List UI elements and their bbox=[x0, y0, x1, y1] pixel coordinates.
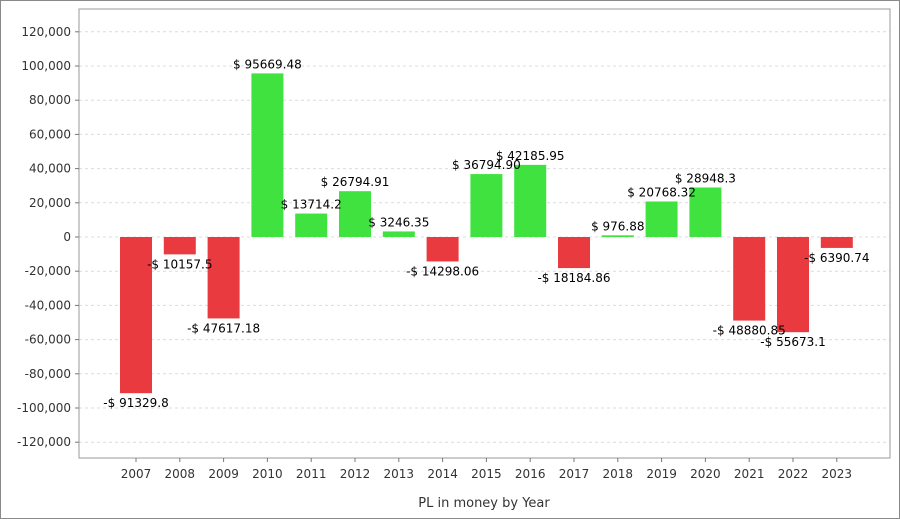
axes bbox=[75, 8, 891, 462]
x-tick-label: 2011 bbox=[296, 467, 327, 481]
data-label-2021: -$ 48880.85 bbox=[713, 324, 786, 338]
plot-area-border bbox=[78, 8, 891, 459]
y-tick-label: -40,000 bbox=[25, 298, 71, 312]
data-label-2014: -$ 14298.06 bbox=[406, 264, 479, 278]
data-labels: -$ 91329.8 -$ 10157.5 -$ 47617.18 $ 95669.4… bbox=[103, 57, 869, 410]
bar-2021 bbox=[733, 237, 766, 321]
data-label-2012: $ 26794.91 bbox=[321, 175, 390, 189]
y-tick-label: 100,000 bbox=[21, 59, 71, 73]
gridlines bbox=[79, 31, 890, 443]
data-label-2023: -$ 6390.74 bbox=[804, 251, 869, 265]
bar-2023 bbox=[820, 237, 853, 248]
bar-2020 bbox=[689, 187, 722, 237]
x-tick-label: 2017 bbox=[559, 467, 590, 481]
bar-2013 bbox=[382, 231, 415, 237]
y-tick-label: 60,000 bbox=[29, 127, 71, 141]
data-label-2022: -$ 55673.1 bbox=[760, 335, 825, 349]
x-tick-label: 2008 bbox=[165, 467, 196, 481]
data-label-2008: -$ 10157.5 bbox=[147, 257, 212, 271]
x-tick-label: 2022 bbox=[778, 467, 809, 481]
bar-2015 bbox=[470, 174, 503, 237]
y-tick-label: 0 bbox=[63, 230, 71, 244]
bar-2011 bbox=[295, 213, 328, 237]
bar-2017 bbox=[558, 237, 590, 269]
data-label-2009: -$ 47617.18 bbox=[187, 321, 260, 335]
y-tick-label: 40,000 bbox=[29, 162, 71, 176]
data-label-2015: $ 36794.90 bbox=[452, 158, 521, 172]
y-tick-label: -20,000 bbox=[25, 264, 71, 278]
data-label-2011: $ 13714.2 bbox=[281, 198, 342, 212]
data-label-2018: $ 976.88 bbox=[591, 219, 644, 233]
y-tick-label: -60,000 bbox=[25, 333, 71, 347]
y-tick-label: 20,000 bbox=[29, 196, 71, 210]
x-axis-title: PL in money by Year bbox=[418, 496, 550, 511]
bar-2012 bbox=[339, 191, 371, 237]
y-tick-labels: 120,000 100,000 80,000 60,000 40,000 20,000 0 -… bbox=[17, 25, 71, 449]
x-tick-label: 2007 bbox=[121, 467, 152, 481]
y-tick-label: -100,000 bbox=[17, 401, 71, 415]
x-tick-label: 2016 bbox=[515, 467, 546, 481]
data-label-2020: $ 28948.3 bbox=[675, 171, 736, 185]
data-label-2010: $ 95669.48 bbox=[233, 57, 302, 71]
x-tick-label: 2012 bbox=[340, 467, 371, 481]
data-label-2007: -$ 91329.8 bbox=[103, 396, 168, 410]
data-label-2013: $ 3246.35 bbox=[368, 215, 429, 229]
x-tick-label: 2015 bbox=[471, 467, 502, 481]
bars bbox=[120, 73, 853, 394]
data-label-2016: $ 42185.95 bbox=[496, 149, 565, 163]
bar-2014 bbox=[426, 237, 459, 262]
x-tick-label: 2020 bbox=[690, 467, 721, 481]
x-tick-label: 2019 bbox=[646, 467, 677, 481]
bar-2010 bbox=[251, 73, 284, 238]
bar-2022 bbox=[777, 237, 809, 333]
x-tick-label: 2023 bbox=[822, 467, 853, 481]
x-tick-label: 2013 bbox=[384, 467, 415, 481]
x-tick-label: 2021 bbox=[734, 467, 765, 481]
y-tick-label: 80,000 bbox=[29, 93, 71, 107]
y-tick-label: -120,000 bbox=[17, 435, 71, 449]
x-tick-label: 2014 bbox=[427, 467, 458, 481]
x-tick-label: 2009 bbox=[208, 467, 239, 481]
x-tick-label: 2018 bbox=[603, 467, 634, 481]
data-label-2017: -$ 18184.86 bbox=[537, 271, 610, 285]
y-tick-label: 120,000 bbox=[21, 25, 71, 39]
bar-2019 bbox=[645, 201, 678, 237]
bar-2008 bbox=[163, 237, 196, 255]
bar-2018 bbox=[601, 235, 634, 237]
x-tick-labels: 2007 2008 2009 2010 2011 2012 2013 2014 2015 2016… bbox=[121, 467, 852, 481]
bar-2007 bbox=[120, 237, 152, 394]
y-tick-label: -80,000 bbox=[25, 367, 71, 381]
bar-2009 bbox=[207, 237, 240, 319]
data-label-2019: $ 20768.32 bbox=[627, 185, 696, 199]
x-tick-label: 2010 bbox=[252, 467, 283, 481]
bar-2016 bbox=[514, 164, 547, 237]
